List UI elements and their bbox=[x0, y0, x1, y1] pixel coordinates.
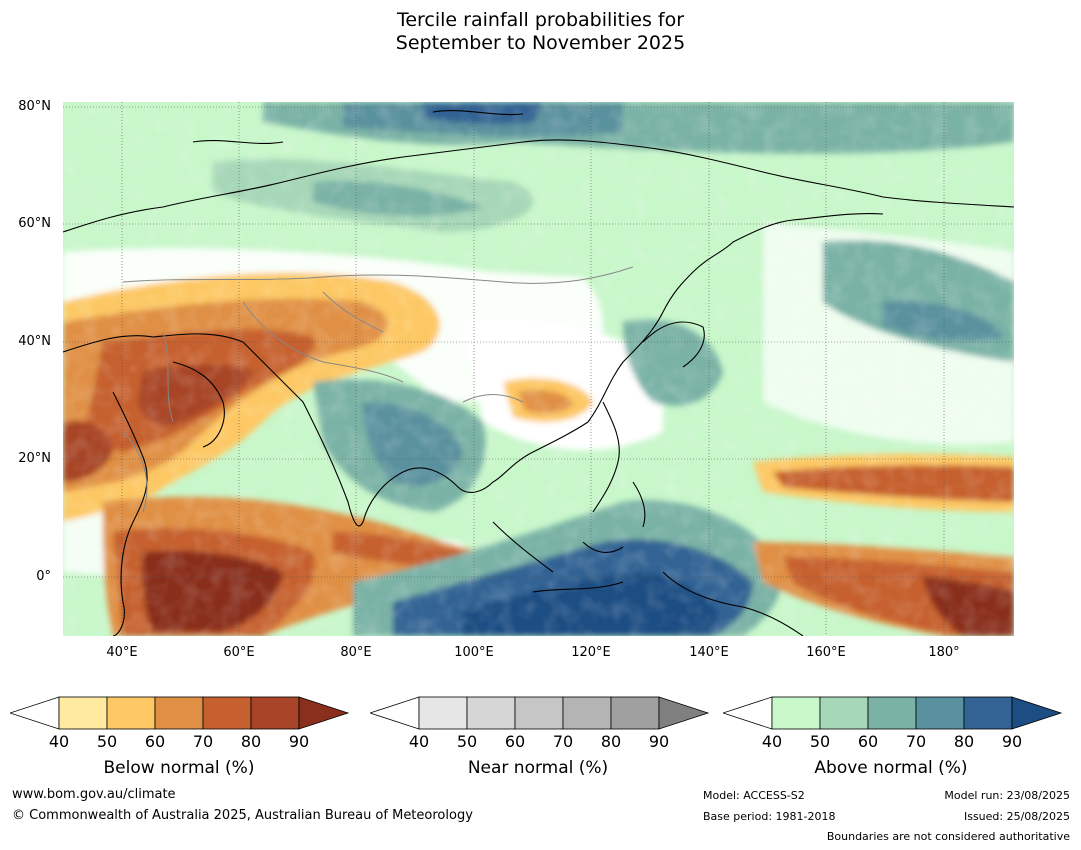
cbar-near-tick: 60 bbox=[504, 732, 526, 751]
cbar-above-title: Above normal (%) bbox=[814, 758, 968, 778]
cbar-below-title: Below normal (%) bbox=[103, 758, 255, 778]
lat-label-0: 0° bbox=[36, 569, 51, 584]
base-period-label: Base period: 1981-2018 bbox=[703, 810, 836, 823]
cbar-below-tick: 60 bbox=[144, 732, 166, 751]
colorbar-below-normal bbox=[10, 696, 350, 730]
cbar-below-tick: 40 bbox=[48, 732, 70, 751]
texture-overlay bbox=[63, 102, 1014, 636]
title-line-2: September to November 2025 bbox=[395, 32, 686, 54]
lat-label-40n: 40°N bbox=[18, 334, 51, 349]
cbar-above-segment-40-50 bbox=[771, 696, 821, 730]
cbar-above-tick: 50 bbox=[809, 732, 831, 751]
lat-label-60n: 60°N bbox=[18, 216, 51, 231]
coastlines bbox=[63, 110, 1014, 636]
colorbar-near-normal bbox=[370, 696, 710, 730]
website-link[interactable]: www.bom.gov.au/climate bbox=[12, 787, 176, 802]
cbar-below-segment-50-60 bbox=[106, 696, 156, 730]
lon-label-160e: 160°E bbox=[806, 645, 846, 660]
lat-label-80n: 80°N bbox=[18, 99, 51, 114]
lon-label-40e: 40°E bbox=[106, 645, 138, 660]
cbar-near-tick: 40 bbox=[408, 732, 430, 751]
rainfall-probability-map bbox=[63, 102, 1014, 636]
model-label: Model: ACCESS-S2 bbox=[703, 789, 805, 802]
cbar-above-segment-80-90 bbox=[963, 696, 1013, 730]
cbar-near-segment-50-60 bbox=[466, 696, 516, 730]
cbar-below-segment-80-90 bbox=[250, 696, 300, 730]
cbar-near-segment-40-50 bbox=[418, 696, 468, 730]
cbar-below-tick: 80 bbox=[240, 732, 262, 751]
colorbar-above-normal bbox=[723, 696, 1063, 730]
model-run-label: Model run: 23/08/2025 bbox=[944, 789, 1070, 802]
cbar-above-segment-50-60 bbox=[819, 696, 869, 730]
cbar-above-tick: 80 bbox=[953, 732, 975, 751]
map-title: Tercile rainfall probabilities for Septe… bbox=[0, 9, 1081, 55]
cbar-near-tick: 80 bbox=[600, 732, 622, 751]
cbar-above-tick: 70 bbox=[905, 732, 927, 751]
issued-label: Issued: 25/08/2025 bbox=[963, 810, 1070, 823]
cbar-below-lower-extension bbox=[10, 696, 60, 730]
cbar-near-segment-70-80 bbox=[562, 696, 612, 730]
cbar-below-segment-70-80 bbox=[202, 696, 252, 730]
cbar-near-title: Near normal (%) bbox=[467, 758, 609, 778]
lon-label-140e: 140°E bbox=[689, 645, 729, 660]
cbar-above-tick: 90 bbox=[1001, 732, 1023, 751]
cbar-above-upper-extension bbox=[1011, 696, 1063, 730]
cbar-near-upper-extension bbox=[658, 696, 710, 730]
cbar-below-segment-40-50 bbox=[58, 696, 108, 730]
lon-label-180: 180° bbox=[928, 645, 960, 660]
cbar-below-upper-extension bbox=[298, 696, 350, 730]
cbar-below-tick: 90 bbox=[288, 732, 310, 751]
copyright-text: © Commonwealth of Australia 2025, Austra… bbox=[12, 808, 473, 823]
cbar-above-lower-extension bbox=[723, 696, 773, 730]
cbar-near-lower-extension bbox=[370, 696, 420, 730]
lon-label-100e: 100°E bbox=[454, 645, 494, 660]
cbar-near-tick: 50 bbox=[456, 732, 478, 751]
cbar-above-tick: 40 bbox=[761, 732, 783, 751]
cbar-below-tick: 50 bbox=[96, 732, 118, 751]
cbar-above-tick: 60 bbox=[857, 732, 879, 751]
cbar-above-segment-60-70 bbox=[867, 696, 917, 730]
lat-label-20n: 20°N bbox=[18, 451, 51, 466]
lon-label-80e: 80°E bbox=[340, 645, 372, 660]
cbar-below-tick: 70 bbox=[192, 732, 214, 751]
lon-label-120e: 120°E bbox=[571, 645, 611, 660]
cbar-below-segment-60-70 bbox=[154, 696, 204, 730]
cbar-near-segment-60-70 bbox=[514, 696, 564, 730]
cbar-near-tick: 70 bbox=[552, 732, 574, 751]
cbar-near-segment-80-90 bbox=[610, 696, 660, 730]
cbar-near-tick: 90 bbox=[648, 732, 670, 751]
country-borders bbox=[122, 266, 634, 513]
title-line-1: Tercile rainfall probabilities for bbox=[396, 9, 685, 31]
boundaries-disclaimer: Boundaries are not considered authoritat… bbox=[826, 830, 1070, 843]
graticule bbox=[63, 102, 1014, 636]
cbar-above-segment-70-80 bbox=[915, 696, 965, 730]
lon-label-60e: 60°E bbox=[223, 645, 255, 660]
